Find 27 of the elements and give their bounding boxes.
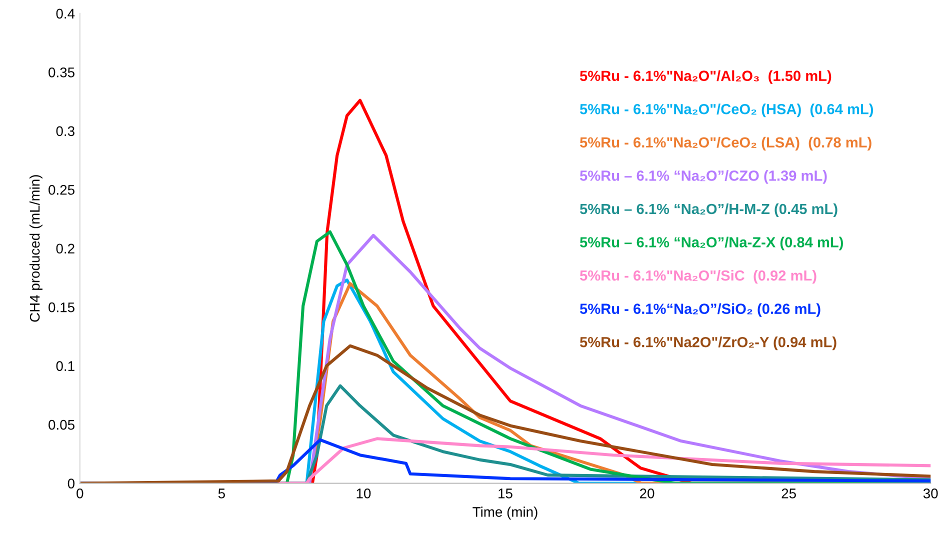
x-tick-label: 15 xyxy=(498,488,512,498)
x-tick-label: 25 xyxy=(782,488,796,498)
x-tick-label: 0 xyxy=(76,488,84,498)
text: 5%Ru - 6.1%“Na₂O”/SiO₂ (0.26 mL) xyxy=(580,303,820,317)
text: 5%Ru – 6.1% “Na₂O”/CZO (1.39 mL) xyxy=(580,170,827,184)
text: 5%Ru – 6.1% “Na₂O”/H-M-Z (0.45 mL) xyxy=(580,203,838,218)
y-tick-label: 0.1 xyxy=(56,361,74,371)
text: 5%Ru - 6.1%"Na₂O"/Al₂O₃ (1.50 mL) xyxy=(580,70,832,84)
x-axis-title: Time (min) xyxy=(472,506,538,520)
y-tick-label: 0.35 xyxy=(48,67,74,78)
y-tick-label: 0.4 xyxy=(56,8,75,19)
text: 5%Ru - 6.1%"Na₂O"/CeO₂ (LSA) (0.78 mL) xyxy=(580,136,872,150)
text: 5%Ru - 6.1%"Na₂O"/CeO₂ (HSA) (0.64 mL) xyxy=(580,104,874,118)
y-axis-title: CH4 produced (mL/min) xyxy=(30,175,42,322)
x-tick-label: 5 xyxy=(218,488,225,498)
text: 5%Ru - 6.1%"Na₂O"/SiC (0.92 mL) xyxy=(580,270,816,284)
x-tick-label: 20 xyxy=(640,488,654,498)
x-tick-label: 10 xyxy=(356,488,371,498)
y-tick-label: 0 xyxy=(68,478,74,488)
text: 5%Ru – 6.1% “Na₂O”/Na-Z-X (0.84 mL) xyxy=(580,236,843,250)
y-tick-label: 0.2 xyxy=(56,244,74,254)
y-tick-label: 0.3 xyxy=(56,126,74,136)
y-tick-label: 0.05 xyxy=(48,420,74,430)
text: 5%Ru - 6.1%"Na2O"/ZrO₂-Y (0.94 mL) xyxy=(580,336,836,350)
y-tick-label: 0.25 xyxy=(48,184,74,195)
x-tick-label: 30 xyxy=(923,488,938,498)
y-tick-label: 0.15 xyxy=(48,302,74,312)
